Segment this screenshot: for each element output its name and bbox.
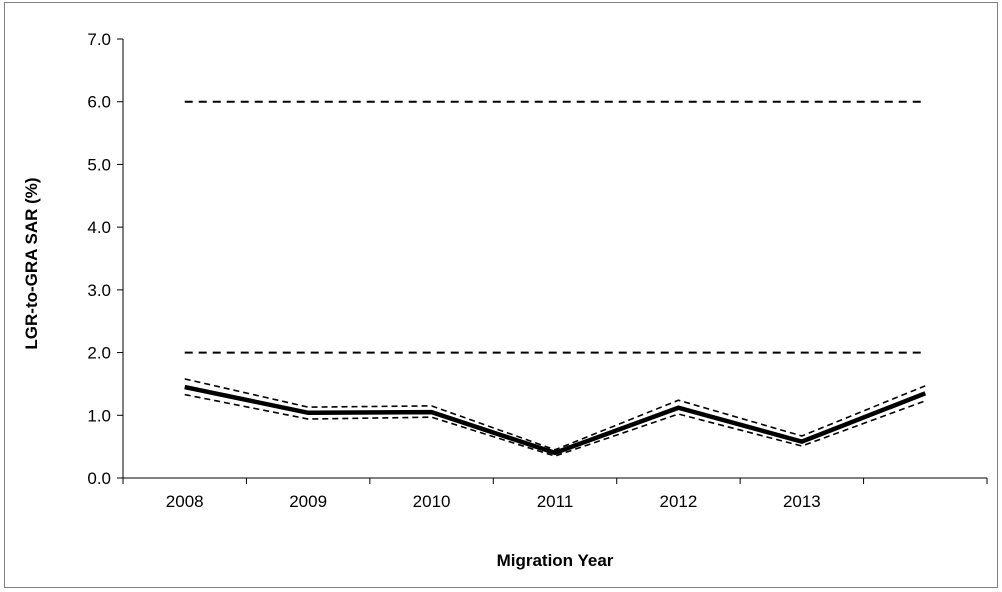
chart-frame xyxy=(4,2,998,588)
y-axis-title: LGR-to-GRA SAR (%) xyxy=(22,177,41,349)
y-tick-label: 0.0 xyxy=(87,469,111,488)
upper-ci-line xyxy=(184,378,926,451)
x-tick-label: 2008 xyxy=(166,492,204,511)
y-tick-label: 2.0 xyxy=(87,344,111,363)
x-tick-label: 2012 xyxy=(660,492,698,511)
reference-lines xyxy=(184,100,926,354)
y-tick-label: 1.0 xyxy=(87,406,111,425)
y-axis-ticks: 0.0 1.0 2.0 3.0 4.0 5.0 6.0 7.0 xyxy=(87,30,123,488)
x-tick-label: 2010 xyxy=(413,492,451,511)
y-tick-label: 4.0 xyxy=(87,218,111,237)
x-tick-label: 2013 xyxy=(783,492,821,511)
y-tick-label: 3.0 xyxy=(87,281,111,300)
x-tick-label: 2009 xyxy=(289,492,327,511)
y-tick-label: 7.0 xyxy=(87,30,111,49)
lower-ci-line xyxy=(184,393,926,457)
series-lines xyxy=(184,378,927,457)
x-tick-label: 2011 xyxy=(537,492,574,511)
x-axis-title: Migration Year xyxy=(497,551,614,570)
y-tick-label: 5.0 xyxy=(87,155,111,174)
x-axis-ticks: 2008 2009 2010 2011 2012 2013 xyxy=(122,478,988,511)
estimate-line xyxy=(184,384,927,456)
y-tick-label: 6.0 xyxy=(87,93,111,112)
axes xyxy=(122,39,987,479)
